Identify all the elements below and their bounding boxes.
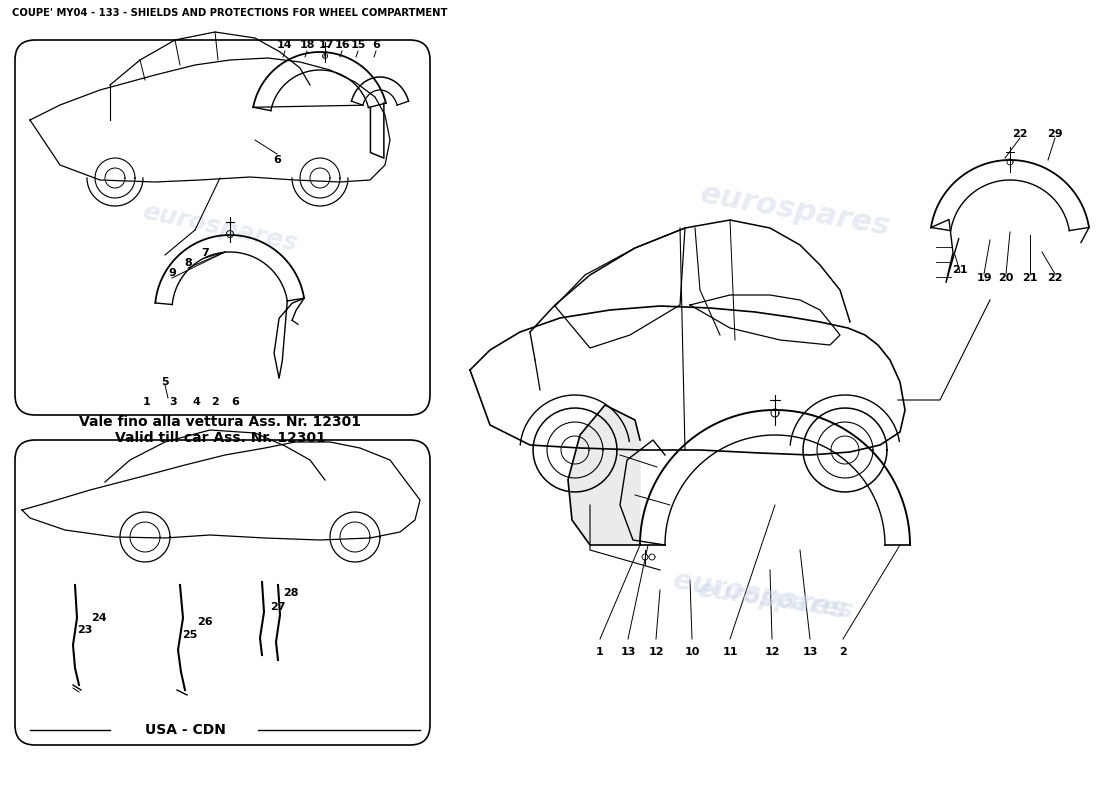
Text: 16: 16 (334, 40, 350, 50)
Text: 6: 6 (273, 155, 280, 165)
Text: 7: 7 (201, 248, 209, 258)
Text: 18: 18 (299, 40, 315, 50)
Text: 27: 27 (271, 602, 286, 612)
Text: 25: 25 (183, 630, 198, 640)
Text: eurospares: eurospares (671, 566, 849, 624)
Text: 17: 17 (318, 40, 333, 50)
Polygon shape (568, 405, 640, 545)
Text: 13: 13 (620, 647, 636, 657)
Text: 2: 2 (839, 647, 847, 657)
FancyBboxPatch shape (15, 440, 430, 745)
Text: 11: 11 (723, 647, 738, 657)
Text: eurospares: eurospares (140, 200, 300, 256)
Text: 4: 4 (192, 397, 200, 407)
Text: 5: 5 (162, 377, 168, 387)
Text: 26: 26 (197, 617, 212, 627)
Text: 23: 23 (77, 625, 92, 635)
Text: eurospares: eurospares (697, 179, 892, 241)
Text: 20: 20 (999, 273, 1014, 283)
Text: 9: 9 (168, 268, 176, 278)
Text: COUPE' MY04 - 133 - SHIELDS AND PROTECTIONS FOR WHEEL COMPARTMENT: COUPE' MY04 - 133 - SHIELDS AND PROTECTI… (12, 8, 448, 18)
Text: 24: 24 (91, 613, 107, 623)
Text: 2: 2 (211, 397, 219, 407)
Text: 21: 21 (953, 265, 968, 275)
Text: eurospares: eurospares (695, 577, 855, 623)
Text: 21: 21 (1022, 273, 1037, 283)
Text: 22: 22 (1047, 273, 1063, 283)
Text: Valid till car Ass. Nr. 12301: Valid till car Ass. Nr. 12301 (114, 431, 326, 445)
FancyBboxPatch shape (15, 40, 430, 415)
Text: 19: 19 (976, 273, 992, 283)
Text: 12: 12 (648, 647, 663, 657)
Text: 3: 3 (169, 397, 177, 407)
Text: 1: 1 (596, 647, 604, 657)
Text: 6: 6 (231, 397, 239, 407)
Text: 13: 13 (802, 647, 817, 657)
Text: 12: 12 (764, 647, 780, 657)
Text: 22: 22 (1012, 129, 1027, 139)
Text: USA - CDN: USA - CDN (144, 723, 225, 737)
Text: 29: 29 (1047, 129, 1063, 139)
Text: 10: 10 (684, 647, 700, 657)
Text: 14: 14 (277, 40, 293, 50)
Text: 28: 28 (284, 588, 299, 598)
Text: 15: 15 (350, 40, 365, 50)
Text: 6: 6 (372, 40, 379, 50)
Text: 8: 8 (184, 258, 191, 268)
Text: 1: 1 (143, 397, 151, 407)
Text: Vale fino alla vettura Ass. Nr. 12301: Vale fino alla vettura Ass. Nr. 12301 (79, 415, 361, 429)
